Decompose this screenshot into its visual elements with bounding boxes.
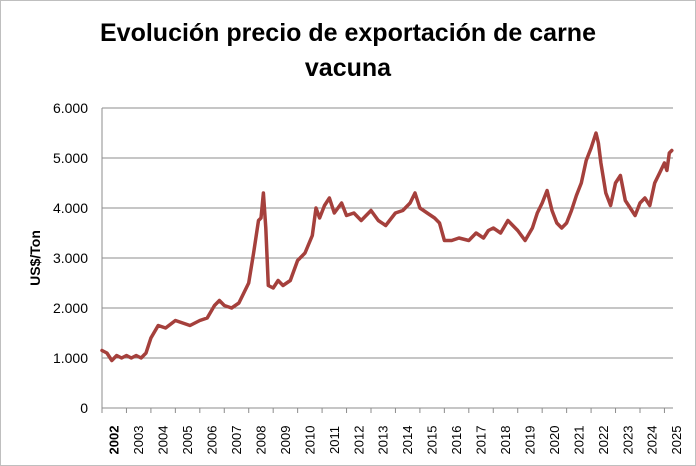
x-tick-label: 2024 [645,426,660,455]
y-tick-label: 3.000 [53,250,88,266]
x-tick-label: 2009 [278,426,293,455]
x-tick-label: 2020 [547,426,562,455]
x-tick-label: 2022 [596,426,611,455]
y-tick-label: 6.000 [53,100,88,116]
chart-title: Evolución precio de exportación de carne… [0,16,696,86]
x-tick-label: 2011 [327,426,342,454]
y-axis-label: US$/Ton [27,230,43,286]
series-group [100,131,674,363]
gridlines [102,107,673,359]
x-tick-label: 2004 [156,426,171,455]
x-tick-label: 2007 [229,426,244,455]
x-tick-label: 2003 [131,426,146,455]
x-tick-label: 2005 [180,426,195,455]
x-tick-label: 2008 [253,426,268,455]
x-tick-label: 2006 [205,426,220,455]
y-tick-label: 0 [80,400,88,416]
axes [101,108,673,413]
series-line [100,131,674,363]
x-tick-label: 2014 [400,426,415,455]
x-tick-label: 2021 [571,426,586,455]
y-tick-label: 4.000 [53,200,88,216]
x-tick-label: 2017 [474,426,489,455]
x-tick-label: 2013 [376,426,391,455]
x-tick-label: 2023 [620,426,635,455]
y-tick-label: 1.000 [53,350,88,366]
x-tick-labels: 2002 2003 2004 2005 2006 2007 2008 2009 2010 2011… [107,426,684,455]
y-tick-labels: 0 1.000 2.000 3.000 4.000 5.000 6.000 [53,100,88,416]
x-tick-label: 2002 [107,426,122,455]
chart-title-line-1: Evolución precio de exportación de carne [100,19,596,47]
y-tick-label: 2.000 [53,300,88,316]
x-tick-label: 2018 [498,426,513,455]
x-tick-label: 2025 [669,426,684,455]
x-tick-label: 2010 [302,426,317,455]
chart-title-line-2: vacuna [304,54,392,82]
y-tick-label: 5.000 [53,150,88,166]
x-tick-label: 2012 [351,426,366,455]
x-tick-label: 2019 [522,426,537,455]
x-tick-label: 2016 [449,426,464,455]
x-tick-label: 2015 [425,426,440,455]
